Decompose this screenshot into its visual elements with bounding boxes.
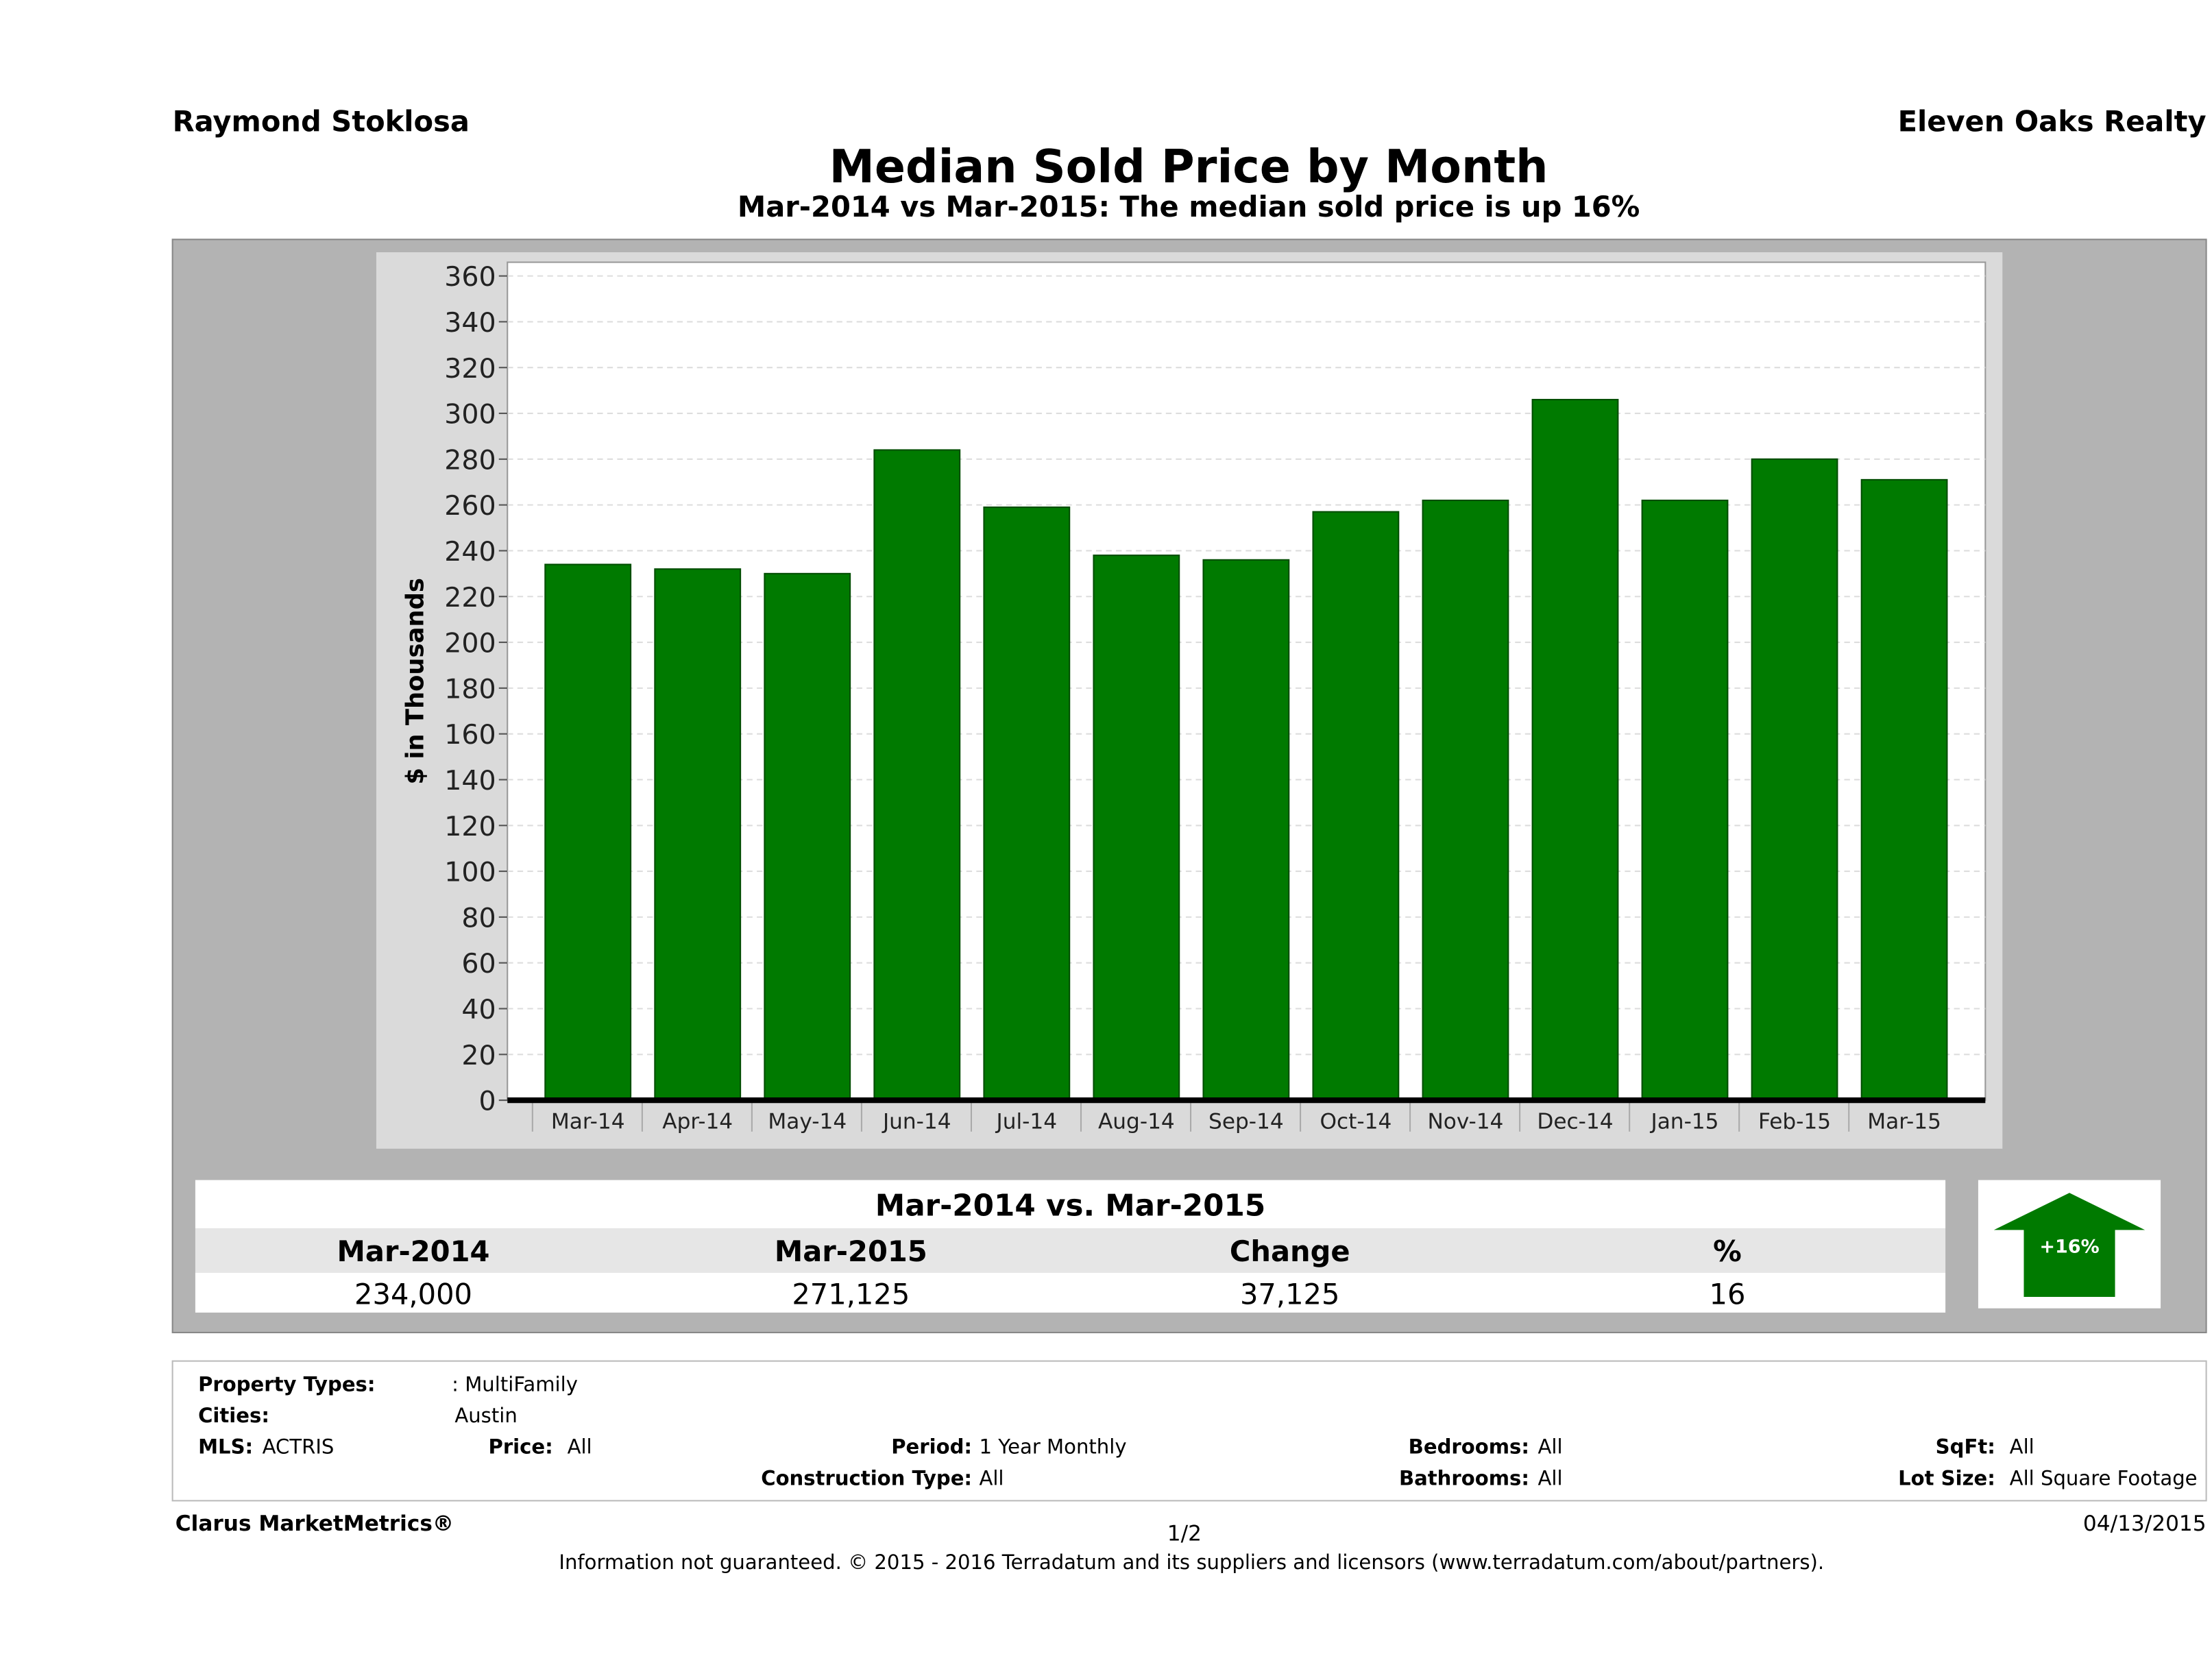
- bar: [1422, 499, 1509, 1102]
- y-tick-label: 320: [444, 353, 496, 385]
- x-tick-label: Dec-14: [1537, 1110, 1613, 1134]
- bar: [1093, 555, 1180, 1102]
- filter-value: All Square Footage: [2010, 1466, 2198, 1489]
- brand: Clarus MarketMetrics®: [175, 1511, 454, 1536]
- y-tick-label: 20: [461, 1040, 496, 1071]
- y-tick-label: 220: [444, 582, 496, 613]
- filter-value: 1 Year Monthly: [979, 1435, 1126, 1459]
- filter-value: All: [1538, 1466, 1562, 1489]
- column-header: Change: [1230, 1235, 1350, 1268]
- x-tick-label: Nov-14: [1427, 1110, 1503, 1134]
- table: Mar-2014 234,000 Mar-2015 271,125 Change 37,1…: [337, 1235, 1746, 1311]
- y-tick-label: 40: [461, 994, 496, 1025]
- filter-label: SqFt:: [1936, 1435, 1995, 1459]
- y-tick-label: 240: [444, 536, 496, 568]
- up-arrow: [1993, 1193, 2146, 1298]
- table-title-row: [195, 1180, 1946, 1229]
- y-tick-label: 280: [444, 444, 496, 476]
- filter-value: : MultiFamily: [452, 1372, 578, 1396]
- y-tick-label: 120: [444, 811, 496, 842]
- filter-value: All: [2010, 1435, 2034, 1459]
- column-header: %: [1713, 1235, 1742, 1268]
- table-value-row: [195, 1272, 1946, 1313]
- x-tick-label: Jul-14: [995, 1110, 1058, 1134]
- x-tick-label: Apr-14: [662, 1110, 733, 1134]
- filter-label: Cities:: [198, 1404, 269, 1427]
- y-tick-label: 160: [444, 719, 496, 751]
- plot: 0 20 40 60 80 100 120 140 160 180 200 220 240 260 280 3…: [444, 261, 1986, 1134]
- y-tick-label: 360: [444, 261, 496, 293]
- x-tick-label: Mar-15: [1867, 1110, 1941, 1134]
- bar: [764, 572, 851, 1102]
- chart-subtitle: Mar-2014 vs Mar-2015: The median sold pr…: [738, 190, 1640, 223]
- y-tick-label: 260: [444, 490, 496, 522]
- filter-label: Lot Size:: [1898, 1466, 1995, 1489]
- column-value: 16: [1710, 1277, 1746, 1311]
- filter-label: Property Types:: [198, 1372, 375, 1396]
- date: 04/13/2015: [2083, 1511, 2207, 1536]
- filters-box: [171, 1360, 2207, 1502]
- x-tick-label: Feb-15: [1758, 1110, 1831, 1134]
- bar: [1860, 478, 1948, 1102]
- company: Eleven Oaks Realty: [1898, 104, 2207, 138]
- column-value: 37,125: [1240, 1277, 1339, 1311]
- agent: Raymond Stoklosa: [173, 104, 470, 138]
- x-tick-label: May-14: [768, 1110, 847, 1134]
- filter-value: All: [568, 1435, 592, 1459]
- y-tick-label: 80: [461, 902, 496, 934]
- y-tick-label: 0: [478, 1086, 496, 1117]
- bar: [1312, 511, 1400, 1102]
- column-header: Mar-2015: [775, 1235, 927, 1268]
- chart-title: Median Sold Price by Month: [829, 140, 1548, 193]
- badge-label: +16%: [2039, 1237, 2099, 1258]
- filter-value: All: [979, 1466, 1004, 1489]
- filter-value: All: [1538, 1435, 1562, 1459]
- filter-label: Price:: [489, 1435, 553, 1459]
- y-tick-label: 200: [444, 628, 496, 659]
- x-tick-label: Sep-14: [1208, 1110, 1284, 1134]
- x-tick-label: Jan-15: [1650, 1110, 1719, 1134]
- filter-label: MLS:: [198, 1435, 253, 1459]
- y-tick-label: 180: [444, 673, 496, 705]
- y-tick-label: 100: [444, 857, 496, 888]
- filter-label: Construction Type:: [761, 1466, 972, 1489]
- x-tick-label: Aug-14: [1098, 1110, 1175, 1134]
- column-header: Mar-2014: [337, 1235, 490, 1268]
- filter-label: Bathrooms:: [1399, 1466, 1529, 1489]
- y-tick-label: 340: [444, 307, 496, 339]
- y-tick-label: 300: [444, 399, 496, 430]
- y-tick-label: 140: [444, 765, 496, 797]
- table-title: Mar-2014 vs. Mar-2015: [875, 1189, 1266, 1224]
- bar: [1641, 499, 1729, 1102]
- column-value: 234,000: [354, 1277, 472, 1311]
- table-header-row: [195, 1228, 1946, 1273]
- bar: [654, 568, 742, 1102]
- bar: [544, 563, 632, 1102]
- y-tick-label: 60: [461, 948, 496, 980]
- x-tick-label: Jun-14: [882, 1110, 951, 1134]
- bar: [1751, 458, 1838, 1102]
- filter-label: Bedrooms:: [1409, 1435, 1529, 1459]
- bar: [1531, 398, 1619, 1102]
- y-axis-label: $ in Thousands: [402, 578, 430, 784]
- filter-value: Austin: [454, 1404, 517, 1427]
- bar: [1202, 559, 1290, 1102]
- disclaimer: Information not guaranteed. © 2015 - 201…: [559, 1551, 1824, 1574]
- filter-value: ACTRIS: [263, 1435, 335, 1459]
- x-tick-label: Mar-14: [551, 1110, 625, 1134]
- bar: [983, 506, 1071, 1102]
- filter-label: Period:: [891, 1435, 972, 1459]
- page-number: 1/2: [1167, 1522, 1202, 1546]
- column-value: 271,125: [792, 1277, 910, 1311]
- bar: [873, 449, 961, 1102]
- filters: Property Types: : MultiFamily Cities: Austi…: [198, 1372, 2197, 1489]
- x-tick-label: Oct-14: [1320, 1110, 1392, 1134]
